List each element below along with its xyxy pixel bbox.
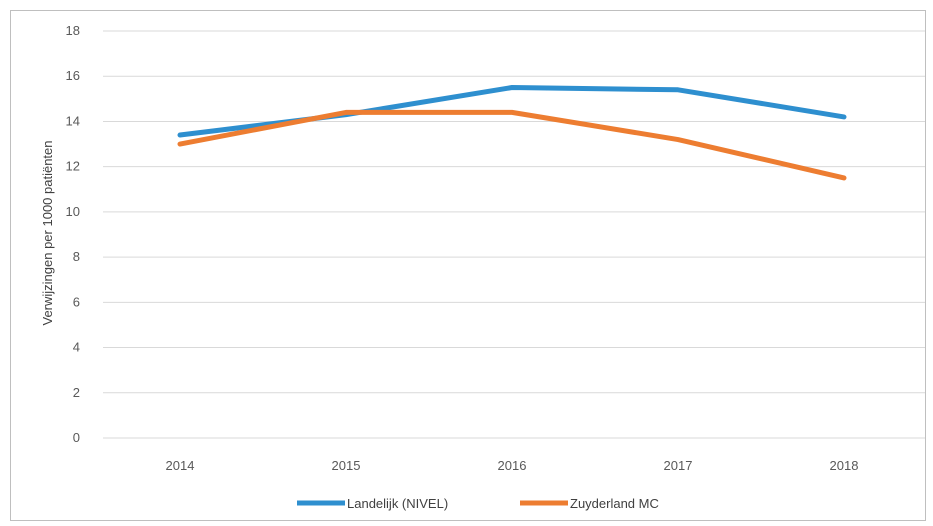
x-tick-labels: 2014 2015 2016 2017 2018 <box>166 458 859 473</box>
x-tick-label: 2015 <box>332 458 361 473</box>
legend: Landelijk (NIVEL) Zuyderland MC <box>297 496 659 511</box>
y-tick-label: 8 <box>73 249 80 264</box>
y-tick-label: 4 <box>73 340 80 355</box>
y-tick-label: 18 <box>66 23 80 38</box>
x-tick-label: 2018 <box>830 458 859 473</box>
y-tick-label: 2 <box>73 385 80 400</box>
x-tick-label: 2017 <box>664 458 693 473</box>
legend-label: Landelijk (NIVEL) <box>347 496 448 511</box>
y-tick-label: 12 <box>66 159 80 174</box>
legend-label: Zuyderland MC <box>570 496 659 511</box>
gridlines <box>103 30 925 439</box>
y-tick-label: 6 <box>73 294 80 309</box>
y-tick-label: 14 <box>66 113 80 128</box>
y-tick-label: 0 <box>73 430 80 445</box>
series-lines <box>177 85 847 181</box>
y-tick-label: 16 <box>66 68 80 83</box>
legend-item: Landelijk (NIVEL) <box>297 496 448 511</box>
y-axis-title: Verwijzingen per 1000 patiënten <box>40 140 55 325</box>
legend-item: Zuyderland MC <box>520 496 659 511</box>
x-tick-label: 2016 <box>498 458 527 473</box>
x-tick-label: 2014 <box>166 458 195 473</box>
y-tick-labels: 0 2 4 6 8 10 12 14 16 18 <box>66 23 80 445</box>
y-tick-label: 10 <box>66 204 80 219</box>
